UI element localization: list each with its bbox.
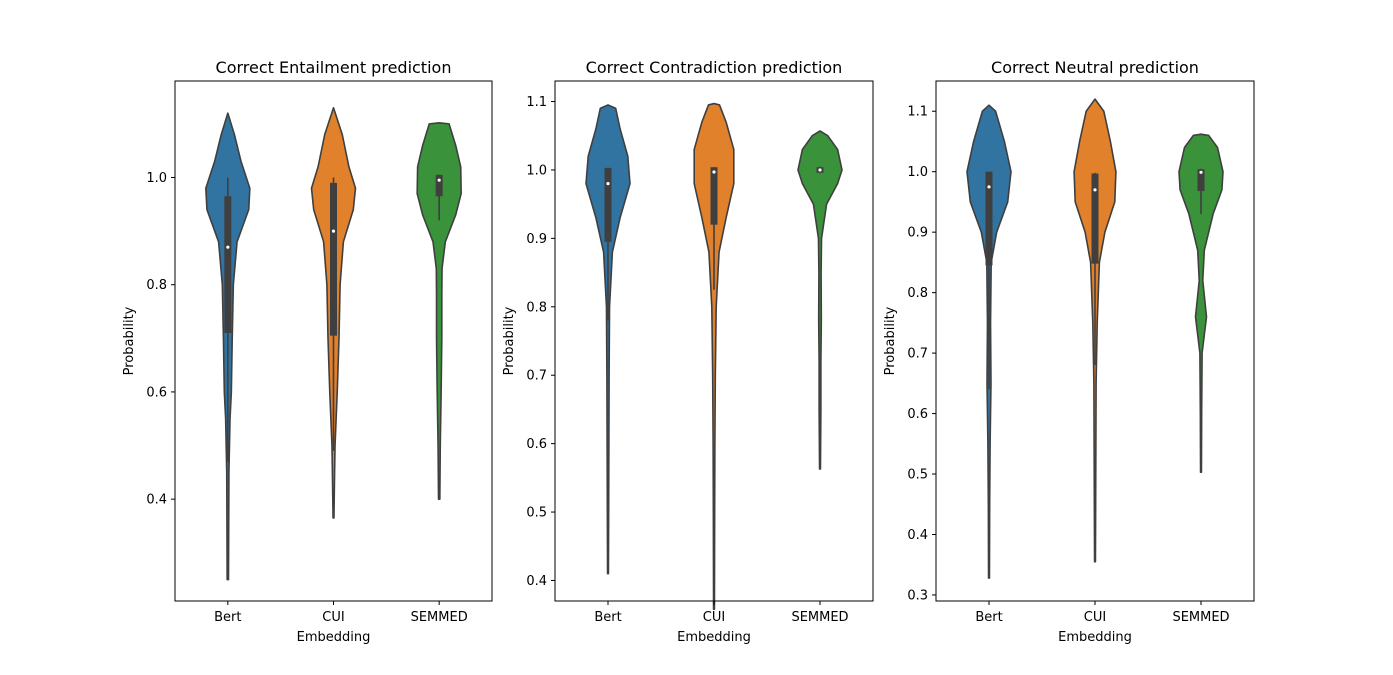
y-tick-label: 0.4 — [907, 528, 928, 543]
x-axis-label: Embedding — [677, 630, 751, 645]
y-tick-label: 0.7 — [907, 347, 928, 362]
y-tick-label: 0.6 — [526, 437, 547, 452]
y-tick-label: 0.5 — [907, 468, 928, 483]
y-tick-label: 0.7 — [526, 369, 547, 384]
x-axis-label: Embedding — [297, 630, 371, 645]
violin-body-semmed — [797, 130, 843, 470]
violin-iqr-box-cui — [330, 182, 337, 336]
violin-body-bert — [585, 104, 631, 575]
x-tick-label: CUI — [1084, 610, 1106, 625]
y-tick-label: 1.0 — [907, 165, 928, 180]
y-tick-label: 0.6 — [146, 385, 167, 400]
y-tick-label: 0.9 — [907, 226, 928, 241]
violin-iqr-box-bert — [604, 167, 612, 242]
y-tick-label: 0.3 — [907, 588, 928, 603]
x-tick-label: Bert — [214, 610, 241, 625]
y-tick-label: 1.1 — [907, 105, 928, 120]
x-tick-label: Bert — [975, 610, 1002, 625]
violin-iqr-box-semmed — [1197, 169, 1205, 192]
chart-title: Correct Neutral prediction — [991, 58, 1199, 77]
y-tick-label: 1.0 — [146, 171, 167, 186]
x-tick-label: CUI — [322, 610, 344, 625]
violin-median-semmed — [1199, 170, 1203, 174]
violin-median-cui — [1093, 188, 1097, 192]
violin-iqr-box-cui — [1091, 173, 1099, 264]
y-tick-label: 1.0 — [526, 163, 547, 178]
violin-iqr-box-bert — [224, 196, 232, 333]
violin-median-bert — [987, 185, 991, 189]
violin-iqr-box-cui — [710, 167, 718, 225]
y-tick-label: 0.4 — [146, 493, 167, 508]
y-axis-label: Probability — [502, 306, 517, 375]
chart-panel-3: 0.3 0.4 0.5 0.6 0.7 0.8 0.9 1.0 1.1 Bert CUI SEMMED… — [883, 58, 1255, 645]
violin-median-semmed — [818, 168, 822, 172]
violin-median-bert — [606, 182, 610, 186]
y-tick-label: 0.8 — [907, 286, 928, 301]
y-axis-label: Probability — [883, 306, 898, 375]
y-tick-label: 0.8 — [526, 300, 547, 315]
x-tick-label: SEMMED — [411, 610, 468, 625]
y-tick-label: 0.9 — [526, 232, 547, 247]
chart-title: Correct Entailment prediction — [216, 58, 452, 77]
y-tick-label: 0.6 — [907, 407, 928, 422]
x-tick-label: SEMMED — [1172, 610, 1229, 625]
x-tick-label: Bert — [594, 610, 621, 625]
violin-body-cui — [693, 102, 735, 611]
violin-body-semmed — [416, 122, 462, 500]
x-tick-label: SEMMED — [791, 610, 848, 625]
violin-body-semmed — [1178, 133, 1224, 474]
chart-panel-1: 0.4 0.6 0.8 1.0 Bert CUI SEMMED Correct Entailm… — [122, 58, 493, 645]
violin-median-cui — [331, 229, 336, 233]
y-tick-label: 0.4 — [526, 574, 547, 589]
y-tick-label: 0.5 — [526, 506, 547, 521]
violin-median-cui — [712, 170, 716, 174]
violin-median-bert — [226, 245, 230, 249]
y-tick-label: 0.8 — [146, 278, 167, 293]
chart-title: Correct Contradiction prediction — [586, 58, 843, 77]
violin-iqr-box-bert — [985, 171, 993, 266]
y-axis-label: Probability — [122, 306, 137, 375]
x-axis-label: Embedding — [1058, 630, 1132, 645]
violin-median-semmed — [437, 178, 441, 182]
y-tick-label: 1.1 — [526, 95, 547, 110]
violin-iqr-box-semmed — [435, 174, 443, 197]
x-tick-label: CUI — [703, 610, 725, 625]
chart-panel-2: 0.4 0.5 0.6 0.7 0.8 0.9 1.0 1.1 Bert CUI SEMMED Cor… — [502, 58, 874, 645]
